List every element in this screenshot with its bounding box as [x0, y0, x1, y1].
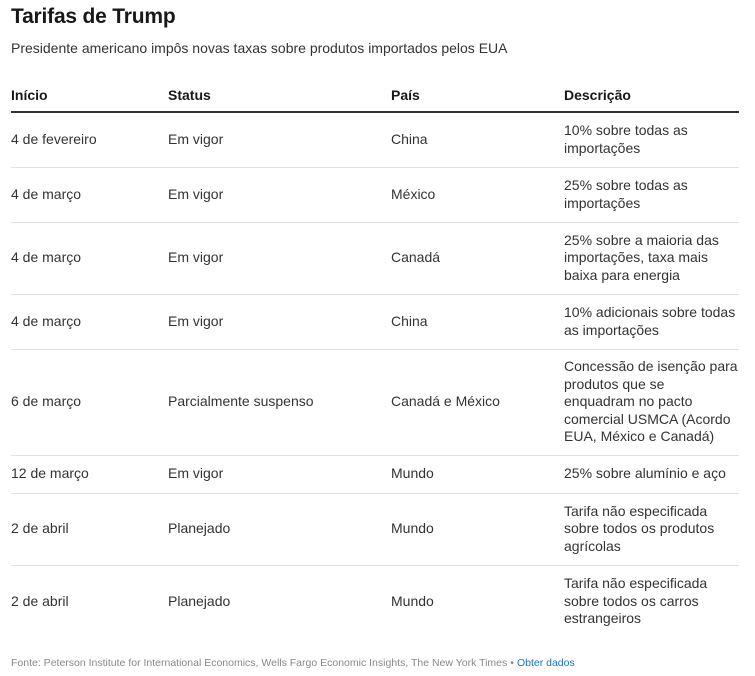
page-subtitle: Presidente americano impôs novas taxas s…	[11, 40, 508, 56]
cell-pais: Mundo	[391, 592, 434, 609]
column-header-descricao[interactable]: Descrição	[564, 78, 739, 113]
page-title: Tarifas de Trump	[11, 5, 176, 28]
cell-inicio: 12 de março	[11, 455, 168, 494]
cell-status: Planejado	[168, 493, 391, 566]
cell-inicio: 2 de abril	[11, 592, 69, 609]
cell-inicio: 4 de março	[11, 222, 168, 295]
table-row: 4 de março Em vigor Canadá 25% sobre a m…	[11, 222, 739, 295]
cell-status: Planejado	[168, 592, 231, 609]
cell-status: Em vigor	[168, 167, 391, 223]
cell-status: Em vigor	[168, 222, 391, 295]
table-row: 4 de março Em vigor México 25% sobre tod…	[11, 167, 739, 223]
table-row: 12 de março Em vigor Mundo 25% sobre alu…	[11, 455, 739, 494]
cell-pais: México	[391, 167, 564, 223]
cell-status: Em vigor	[168, 294, 391, 350]
cell-pais: Canadá e México	[391, 349, 564, 456]
cell-descricao: 25% sobre alumínio e aço	[564, 455, 739, 494]
table-row: 2 de abril Planejado Mundo Tarifa não es…	[11, 493, 739, 566]
cell-descricao: Tarifa não especificada sobre todos os c…	[564, 575, 708, 626]
source-footer: Fonte: Peterson Institute for Internatio…	[11, 657, 575, 669]
chart-container: Tarifas de Trump Presidente americano im…	[11, 5, 739, 637]
cell-inicio: 4 de março	[11, 294, 168, 350]
footer-separator: •	[510, 657, 514, 669]
table-header-row: Início Status País Descrição	[11, 78, 739, 113]
cell-status: Em vigor	[168, 455, 391, 494]
cell-inicio: 4 de fevereiro	[11, 112, 168, 168]
cell-inicio: 6 de março	[11, 349, 168, 456]
column-header-status[interactable]: Status	[168, 78, 391, 113]
cell-descricao: 25% sobre todas as importações	[564, 167, 739, 223]
cell-inicio: 4 de março	[11, 167, 168, 223]
cell-pais: China	[391, 112, 564, 168]
cell-pais: Mundo	[391, 493, 564, 566]
cell-descricao: 10% adicionais sobre todas as importaçõe…	[564, 294, 739, 350]
cell-descricao: 25% sobre a maioria das importações, tax…	[564, 222, 739, 295]
cell-descricao: Concessão de isenção para produtos que s…	[564, 349, 739, 456]
column-header-inicio[interactable]: Início	[11, 78, 168, 113]
cell-status: Parcialmente suspenso	[168, 349, 391, 456]
cell-descricao: Tarifa não especificada sobre todos os p…	[564, 493, 739, 566]
cell-descricao: 10% sobre todas as importações	[564, 112, 739, 168]
source-note: Fonte: Peterson Institute for Internatio…	[11, 657, 508, 669]
cell-pais: Mundo	[391, 455, 564, 494]
cell-pais: Canadá	[391, 222, 564, 295]
cell-pais: China	[391, 294, 564, 350]
table-row: 2 de abril Planejado Mundo Tarifa não es…	[11, 565, 739, 637]
tariff-table: Início Status País Descrição 4 de fevere…	[11, 78, 739, 637]
column-header-pais[interactable]: País	[391, 78, 564, 113]
table-row: 4 de fevereiro Em vigor China 10% sobre …	[11, 112, 739, 168]
table-row: 6 de março Parcialmente suspenso Canadá …	[11, 349, 739, 456]
get-data-link[interactable]: Obter dados	[516, 657, 575, 669]
cell-inicio: 2 de abril	[11, 493, 168, 566]
cell-status: Em vigor	[168, 112, 391, 168]
table-row: 4 de março Em vigor China 10% adicionais…	[11, 294, 739, 350]
